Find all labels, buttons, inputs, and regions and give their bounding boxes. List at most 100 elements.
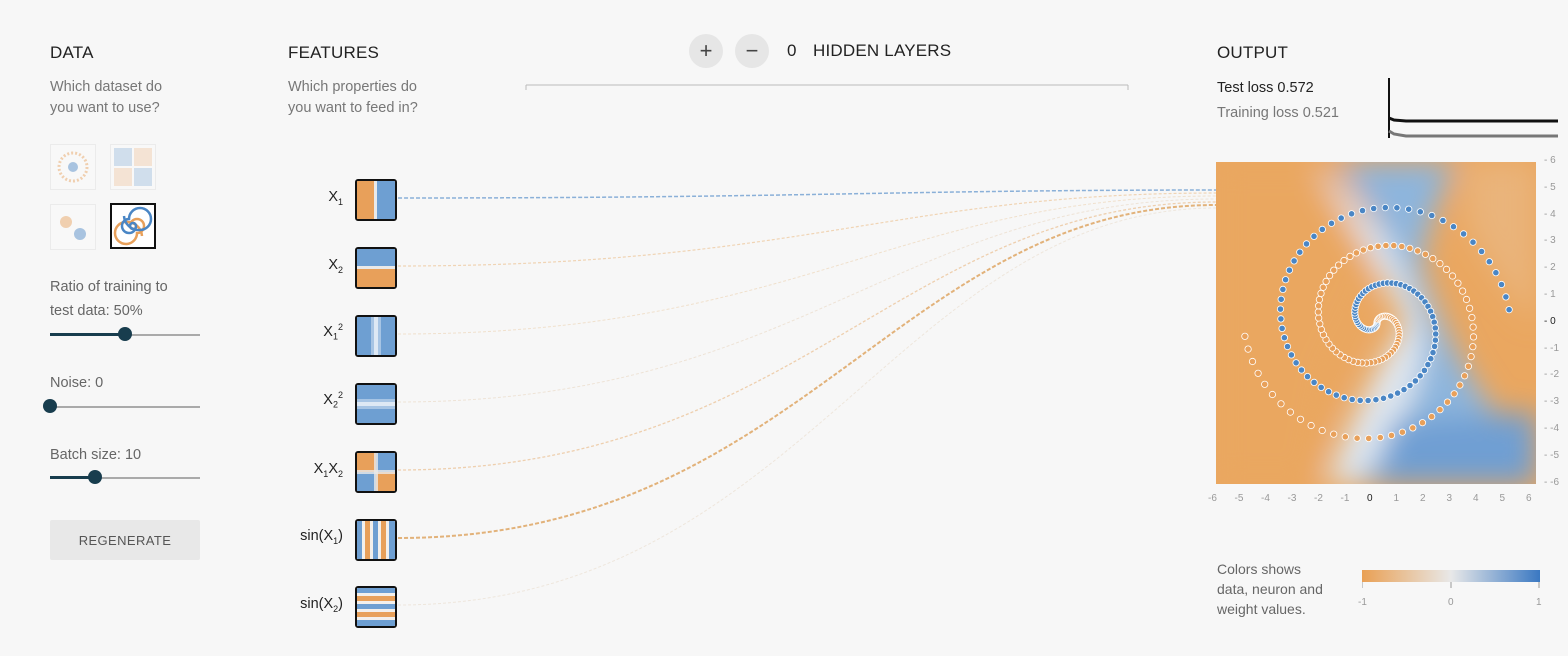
ratio-label-line1: Ratio of training to [50, 279, 168, 295]
feature-output-arrow-x1 [396, 195, 397, 205]
remove-layer-button[interactable]: − [735, 34, 769, 68]
data-point [1365, 434, 1373, 442]
x-tick-label: -6 [1208, 493, 1217, 504]
legend-line2: data, neuron and [1217, 581, 1323, 597]
data-point [1459, 287, 1467, 295]
feature-node-sin-x2[interactable] [355, 586, 397, 628]
feature-heatmap-x2 [357, 249, 395, 287]
link-x1sq [397, 195, 1217, 335]
color-legend-text: Colors shows data, neuron and weight val… [1217, 559, 1323, 619]
x-tick-label: -1 [1340, 493, 1350, 504]
y-tick-label: - 4 [1544, 208, 1556, 220]
feature-node-x1x2[interactable] [355, 451, 397, 493]
data-point [1340, 394, 1348, 402]
data-point [1429, 349, 1437, 357]
x-tick-label: 2 [1420, 493, 1426, 504]
noise-slider[interactable] [43, 397, 200, 417]
data-point [1341, 433, 1349, 441]
data-point [1416, 372, 1424, 380]
data-point [1477, 247, 1486, 256]
link-x2sq [397, 198, 1217, 403]
noise-slider-knob[interactable] [43, 399, 57, 413]
data-point [1466, 304, 1474, 312]
data-point [1337, 214, 1345, 222]
data-point [1439, 216, 1447, 225]
feature-output-arrow-sin-x1 [396, 535, 397, 545]
data-point [1310, 378, 1318, 386]
dataset-gauss-thumbnail[interactable] [50, 204, 96, 250]
hidden-layers-label: HIDDEN LAYERS [813, 41, 952, 60]
data-point [1327, 219, 1336, 227]
feature-label-sin-x2: sin(X2) [300, 596, 343, 614]
data-point [1450, 390, 1458, 398]
feature-node-x1[interactable] [355, 179, 397, 221]
data-point [1431, 336, 1439, 344]
dataset-spiral-thumbnail[interactable] [110, 203, 156, 249]
data-point [1428, 211, 1436, 220]
data-point [1400, 386, 1408, 394]
ratio-label: Ratio of training to test data: 50% [50, 275, 168, 323]
dataset-circle-thumbnail[interactable] [50, 144, 96, 190]
add-layer-button[interactable]: + [689, 34, 723, 68]
output-decision-plot[interactable] [1216, 162, 1536, 484]
data-subtitle-line1: Which dataset do [50, 79, 163, 95]
data-point [1317, 289, 1325, 297]
ratio-slider-knob[interactable] [118, 327, 132, 341]
feature-heatmap-sin-x2 [357, 588, 395, 626]
data-point [1283, 342, 1292, 351]
data-point [1353, 434, 1361, 442]
data-point [1442, 265, 1451, 274]
ratio-slider[interactable] [50, 325, 200, 345]
xor-dataset-icon [114, 148, 152, 186]
test-loss: Test loss 0.572 [1217, 80, 1314, 96]
y-tick-label: - 0 [1544, 315, 1556, 327]
regenerate-button[interactable]: REGENERATE [50, 520, 200, 560]
data-point [1505, 306, 1513, 314]
data-point [1317, 383, 1325, 391]
data-point [1287, 351, 1296, 359]
batch-slider-knob[interactable] [88, 470, 102, 484]
data-point [1454, 279, 1462, 287]
data-point [1330, 430, 1338, 438]
feature-node-x2[interactable] [355, 247, 397, 289]
feature-heatmap-x2-squared [357, 385, 395, 423]
loss-chart [1388, 78, 1558, 138]
x-tick-label: 0 [1367, 493, 1373, 504]
legend-min-label: -1 [1358, 597, 1367, 608]
data-point [1322, 277, 1330, 286]
data-point [1432, 330, 1440, 338]
data-point [1359, 246, 1367, 254]
feature-node-x1-squared[interactable] [355, 315, 397, 357]
legend-line1: Colors shows [1217, 561, 1302, 577]
data-point [1307, 421, 1315, 430]
data-point [1424, 361, 1432, 369]
data-point [1318, 426, 1326, 435]
data-point [1382, 241, 1390, 250]
x-tick-label: 1 [1393, 493, 1400, 504]
data-point [1364, 396, 1372, 405]
y-tick-label: - -4 [1544, 423, 1559, 434]
data-subtitle: Which dataset do you want to use? [50, 77, 162, 119]
feature-output-arrow-sin-x2 [396, 602, 397, 612]
data-point [1352, 249, 1360, 257]
x-axis: -6 -5 -4 -3 -2 -1 0 1 2 3 4 5 6 [1208, 493, 1552, 509]
data-point [1296, 415, 1305, 423]
data-point [1449, 223, 1458, 231]
y-tick-label: - 3 [1544, 235, 1556, 247]
y-tick-label: - 5 [1544, 181, 1556, 193]
dataset-xor-thumbnail[interactable] [110, 144, 156, 190]
data-title: DATA [50, 43, 94, 62]
feature-node-x2-squared[interactable] [355, 383, 397, 425]
data-point [1241, 332, 1249, 340]
data-point [1416, 208, 1424, 216]
batch-size-slider[interactable] [50, 468, 200, 488]
data-point [1346, 252, 1354, 261]
data-point [1467, 353, 1475, 361]
feature-node-sin-x1[interactable] [355, 519, 397, 561]
data-point [1335, 261, 1343, 269]
y-tick-label: - 1 [1544, 289, 1556, 300]
data-point [1390, 242, 1398, 250]
data-point [1330, 266, 1338, 274]
data-point [1314, 308, 1322, 316]
